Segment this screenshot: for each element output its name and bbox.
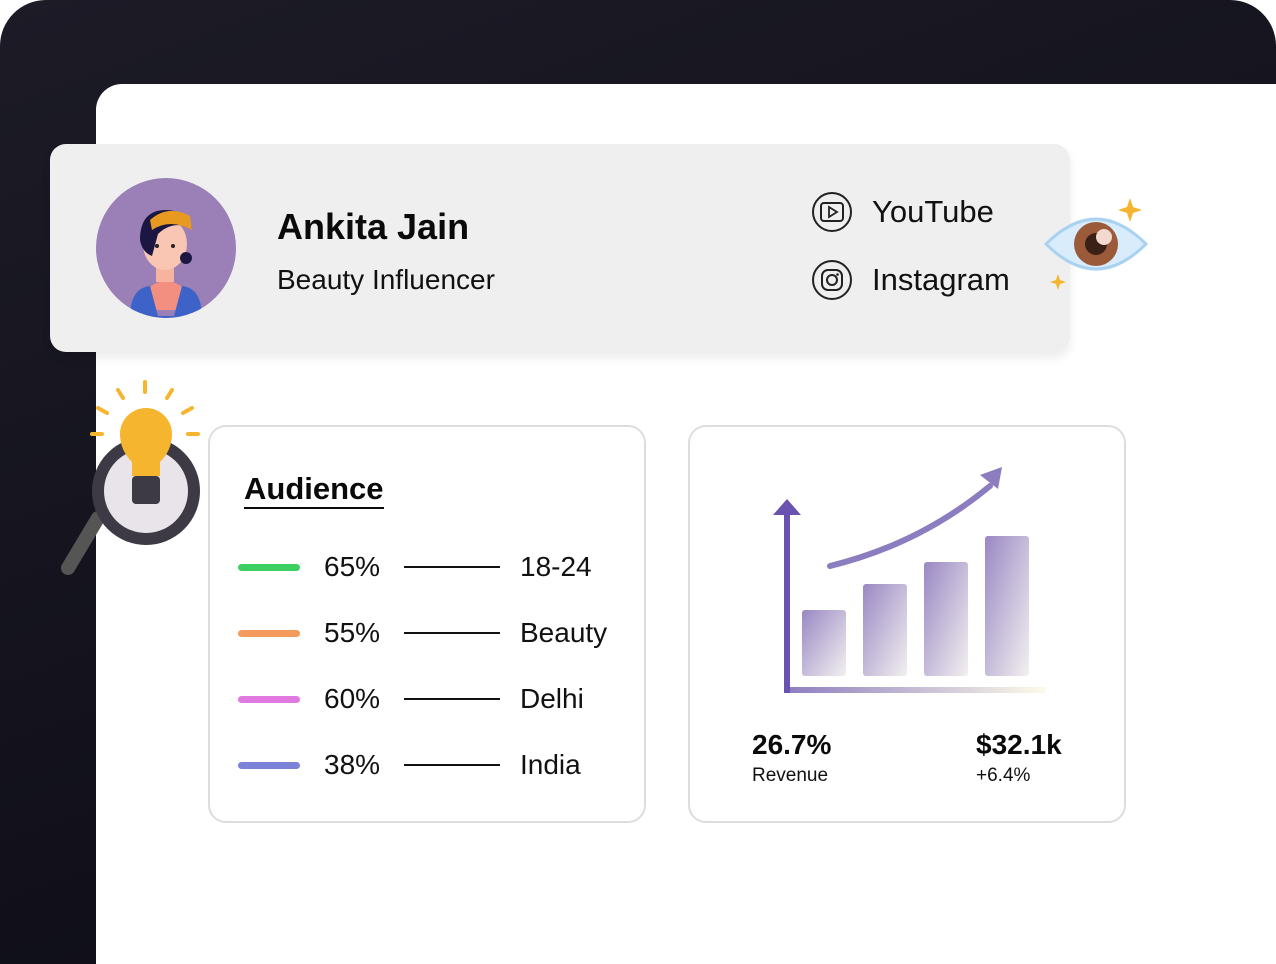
eye-icon <box>1043 198 1149 290</box>
social-label: YouTube <box>872 194 994 229</box>
audience-label: India <box>520 749 581 780</box>
stat-revenue: 26.7% Revenue <box>752 729 831 787</box>
audience-title: Audience <box>244 473 384 509</box>
divider <box>404 764 500 766</box>
stat-amount: $32.1k +6.4% <box>976 729 1062 787</box>
color-swatch <box>238 761 300 769</box>
divider <box>404 632 500 634</box>
social-instagram[interactable]: Instagram <box>812 260 1010 300</box>
youtube-icon <box>812 192 852 232</box>
stat-value: $32.1k <box>976 729 1062 760</box>
audience-row: 55% Beauty <box>238 613 607 653</box>
audience-percent: 38% <box>324 749 381 780</box>
audience-percent: 60% <box>324 683 381 714</box>
audience-label: Beauty <box>520 617 608 648</box>
audience-card: Audience 65% 18-24 55% Beauty 60% Delhi 38%… <box>208 425 646 823</box>
divider <box>404 566 500 568</box>
audience-row: 65% 18-24 <box>238 547 592 587</box>
color-swatch <box>238 629 300 637</box>
lightbulb-magnifier-icon <box>61 380 200 575</box>
color-swatch <box>238 563 300 571</box>
instagram-icon <box>812 260 852 300</box>
audience-row: 60% Delhi <box>238 679 584 719</box>
audience-percent: 55% <box>324 617 381 648</box>
growth-chart-illustration <box>773 467 1046 693</box>
stat-label: Revenue <box>752 765 829 786</box>
revenue-card: 26.7% Revenue $32.1k +6.4% <box>688 425 1126 823</box>
stat-change: +6.4% <box>976 765 1031 786</box>
avatar <box>96 178 236 318</box>
profile-name: Ankita Jain <box>277 206 470 247</box>
audience-label: Delhi <box>520 683 584 714</box>
audience-label: 18-24 <box>520 551 592 582</box>
profile-role: Beauty Influencer <box>277 264 495 295</box>
social-label: Instagram <box>872 262 1010 297</box>
divider <box>404 698 500 700</box>
social-youtube[interactable]: YouTube <box>812 192 994 232</box>
audience-percent: 65% <box>324 551 381 582</box>
stat-value: 26.7% <box>752 729 832 760</box>
color-swatch <box>238 695 300 703</box>
audience-row: 38% India <box>238 745 581 785</box>
profile-card: Ankita Jain Beauty Influencer YouTube In… <box>50 144 1070 352</box>
